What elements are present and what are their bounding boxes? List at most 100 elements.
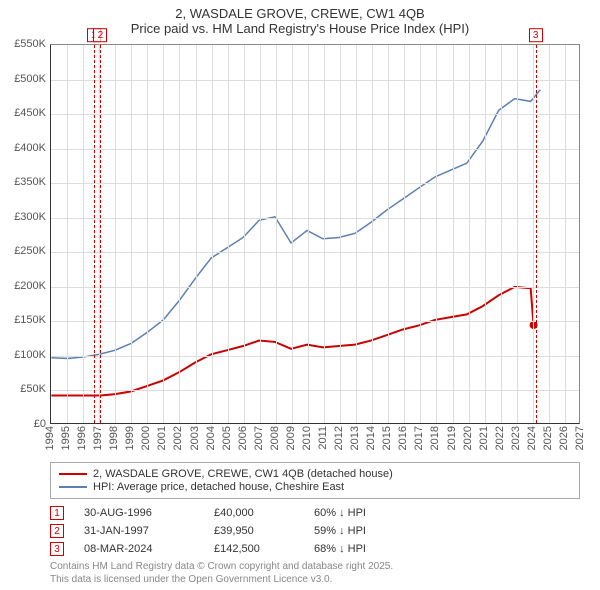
gridline-v	[179, 45, 180, 423]
gridline-v	[308, 45, 309, 423]
gridline-v	[565, 45, 566, 423]
gridline-v	[340, 45, 341, 423]
x-tick-label: 2020	[462, 426, 474, 450]
gridline-v	[372, 45, 373, 423]
gridline-v	[212, 45, 213, 423]
y-tick-label: £250K	[0, 245, 46, 257]
marker-label: 3	[529, 28, 543, 42]
x-tick-label: 2015	[381, 426, 393, 450]
y-tick-label: £200K	[0, 280, 46, 292]
event-price: £142,500	[214, 543, 294, 555]
plot-area: 123	[50, 44, 580, 424]
x-tick-label: 2013	[349, 426, 361, 450]
gridline-v	[517, 45, 518, 423]
x-tick-label: 2016	[397, 426, 409, 450]
y-tick-label: £0	[0, 418, 46, 430]
gridline-v	[83, 45, 84, 423]
y-tick-label: £400K	[0, 142, 46, 154]
x-tick-label: 2000	[140, 426, 152, 450]
x-tick-label: 2005	[221, 426, 233, 450]
x-tick-label: 2012	[333, 426, 345, 450]
footer-line-2: This data is licensed under the Open Gov…	[50, 573, 580, 586]
gridline-v	[244, 45, 245, 423]
gridline-v	[115, 45, 116, 423]
x-tick-label: 2018	[429, 426, 441, 450]
x-tick-label: 1998	[108, 426, 120, 450]
x-tick-label: 2008	[269, 426, 281, 450]
y-tick-label: £550K	[0, 38, 46, 50]
footer-attribution: Contains HM Land Registry data © Crown c…	[50, 560, 580, 586]
gridline-v	[453, 45, 454, 423]
event-delta: 68% ↓ HPI	[314, 543, 580, 555]
x-tick-label: 2011	[317, 426, 329, 450]
y-tick-label: £300K	[0, 211, 46, 223]
gridline-v	[436, 45, 437, 423]
events-table: 1 30-AUG-1996 £40,000 60% ↓ HPI 2 31-JAN…	[50, 502, 580, 560]
gridline-v	[131, 45, 132, 423]
x-tick-label: 2017	[413, 426, 425, 450]
event-row: 1 30-AUG-1996 £40,000 60% ↓ HPI	[50, 506, 580, 520]
gridline-v	[469, 45, 470, 423]
x-tick-label: 2007	[253, 426, 265, 450]
chart-container: 2, WASDALE GROVE, CREWE, CW1 4QB Price p…	[0, 0, 600, 590]
event-date: 08-MAR-2024	[84, 543, 194, 555]
x-tick-label: 1996	[76, 426, 88, 450]
x-tick-label: 2003	[189, 426, 201, 450]
marker-vline	[536, 45, 537, 423]
gridline-v	[276, 45, 277, 423]
gridline-v	[404, 45, 405, 423]
event-row: 3 08-MAR-2024 £142,500 68% ↓ HPI	[50, 542, 580, 556]
x-tick-label: 1994	[44, 426, 56, 450]
x-tick-label: 2021	[478, 426, 490, 450]
x-tick-label: 1997	[92, 426, 104, 450]
x-tick-label: 2022	[494, 426, 506, 450]
event-price: £39,950	[214, 525, 294, 537]
gridline-v	[260, 45, 261, 423]
gridline-v	[228, 45, 229, 423]
series-line-hpi	[51, 90, 540, 359]
y-tick-label: £150K	[0, 314, 46, 326]
gridline-v	[324, 45, 325, 423]
gridline-v	[356, 45, 357, 423]
legend-swatch	[59, 486, 87, 488]
x-tick-label: 2025	[542, 426, 554, 450]
gridline-v	[147, 45, 148, 423]
legend-swatch	[59, 473, 87, 475]
y-tick-label: £100K	[0, 349, 46, 361]
x-tick-label: 2024	[526, 426, 538, 450]
gridline-v	[501, 45, 502, 423]
legend-box: 2, WASDALE GROVE, CREWE, CW1 4QB (detach…	[50, 462, 580, 499]
gridline-v	[196, 45, 197, 423]
gridline-v	[549, 45, 550, 423]
legend-row: HPI: Average price, detached house, Ches…	[59, 481, 571, 493]
x-tick-label: 2010	[301, 426, 313, 450]
gridline-v	[388, 45, 389, 423]
legend-label: HPI: Average price, detached house, Ches…	[93, 481, 344, 493]
x-tick-label: 2004	[205, 426, 217, 450]
event-date: 30-AUG-1996	[84, 507, 194, 519]
y-tick-label: £450K	[0, 107, 46, 119]
event-price: £40,000	[214, 507, 294, 519]
y-tick-label: £350K	[0, 176, 46, 188]
x-tick-label: 2019	[446, 426, 458, 450]
x-tick-label: 2006	[237, 426, 249, 450]
event-marker: 2	[50, 524, 64, 538]
title-line-1: 2, WASDALE GROVE, CREWE, CW1 4QB	[0, 6, 600, 21]
y-tick-label: £500K	[0, 73, 46, 85]
legend-label: 2, WASDALE GROVE, CREWE, CW1 4QB (detach…	[93, 468, 393, 480]
gridline-v	[292, 45, 293, 423]
x-tick-label: 2027	[574, 426, 586, 450]
legend-row: 2, WASDALE GROVE, CREWE, CW1 4QB (detach…	[59, 468, 571, 480]
x-tick-label: 2023	[510, 426, 522, 450]
x-tick-label: 2001	[156, 426, 168, 450]
event-marker: 3	[50, 542, 64, 556]
gridline-v	[485, 45, 486, 423]
marker-label: 2	[93, 28, 107, 42]
event-delta: 59% ↓ HPI	[314, 525, 580, 537]
footer-line-1: Contains HM Land Registry data © Crown c…	[50, 560, 580, 573]
event-row: 2 31-JAN-1997 £39,950 59% ↓ HPI	[50, 524, 580, 538]
marker-vline	[100, 45, 101, 423]
event-date: 31-JAN-1997	[84, 525, 194, 537]
gridline-v	[163, 45, 164, 423]
event-marker: 1	[50, 506, 64, 520]
